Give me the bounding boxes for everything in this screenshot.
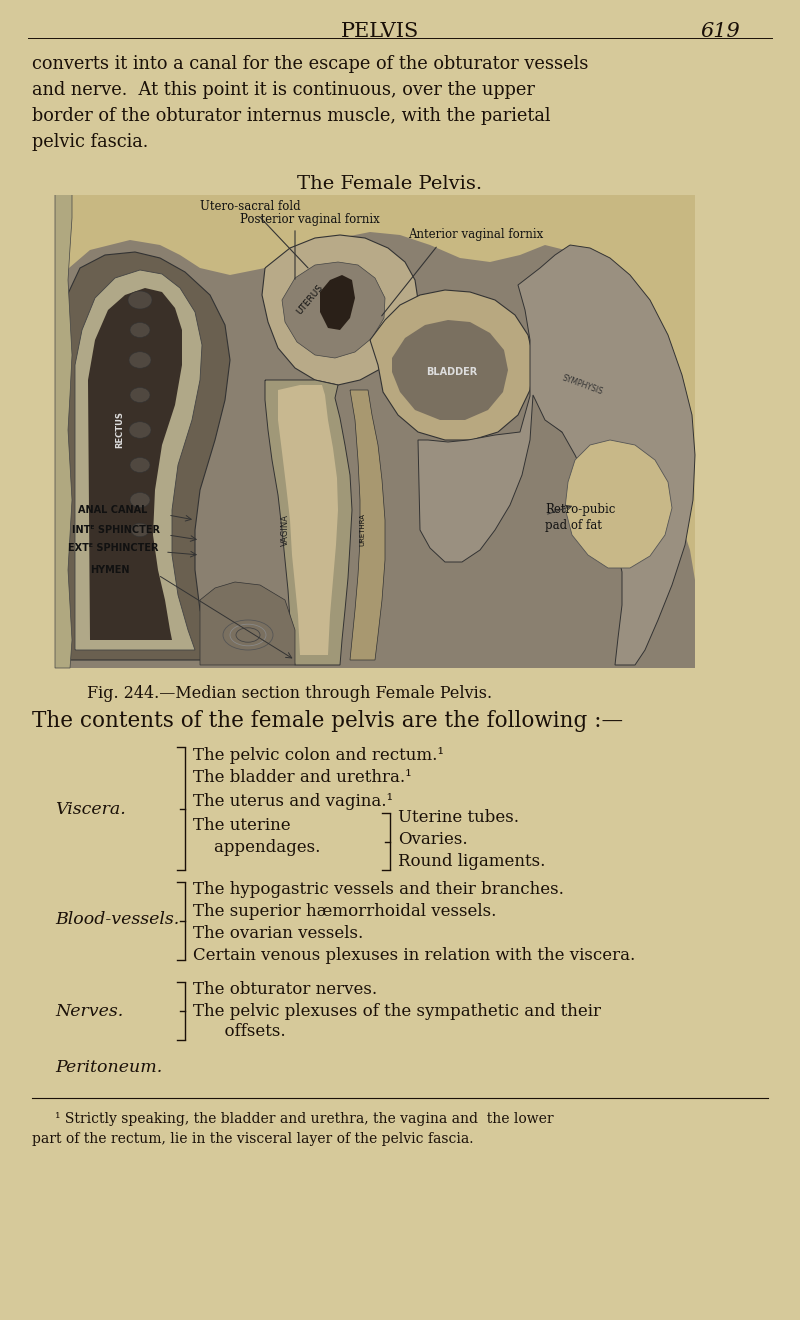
Ellipse shape bbox=[130, 458, 150, 473]
Text: ¹ Strictly speaking, the bladder and urethra, the vagina and  the lower: ¹ Strictly speaking, the bladder and ure… bbox=[55, 1111, 554, 1126]
Text: and nerve.  At this point it is continuous, over the upper: and nerve. At this point it is continuou… bbox=[32, 81, 535, 99]
Text: INTᴱ SPHINCTER: INTᴱ SPHINCTER bbox=[72, 525, 160, 535]
Text: The pelvic colon and rectum.¹: The pelvic colon and rectum.¹ bbox=[193, 747, 444, 763]
Text: pelvic fascia.: pelvic fascia. bbox=[32, 133, 148, 150]
Text: The hypogastric vessels and their branches.: The hypogastric vessels and their branch… bbox=[193, 882, 564, 899]
PathPatch shape bbox=[75, 271, 202, 649]
Text: 619: 619 bbox=[700, 22, 740, 41]
PathPatch shape bbox=[350, 389, 385, 660]
PathPatch shape bbox=[58, 252, 230, 660]
PathPatch shape bbox=[392, 319, 508, 420]
Text: RECTUS: RECTUS bbox=[115, 412, 125, 449]
Text: The bladder and urethra.¹: The bladder and urethra.¹ bbox=[193, 770, 412, 787]
Text: Round ligaments.: Round ligaments. bbox=[398, 854, 546, 870]
Text: Anterior vaginal fornix: Anterior vaginal fornix bbox=[408, 228, 543, 242]
Text: Fig. 244.—Median section through Female Pelvis.: Fig. 244.—Median section through Female … bbox=[87, 685, 493, 702]
Text: Retro-pubic: Retro-pubic bbox=[545, 503, 615, 516]
Text: SYMPHYSIS: SYMPHYSIS bbox=[560, 374, 604, 396]
PathPatch shape bbox=[320, 275, 355, 330]
PathPatch shape bbox=[55, 195, 72, 668]
Text: The Female Pelvis.: The Female Pelvis. bbox=[298, 176, 482, 193]
PathPatch shape bbox=[565, 440, 672, 568]
Text: The uterine: The uterine bbox=[193, 817, 290, 833]
Text: BLADDER: BLADDER bbox=[426, 367, 478, 378]
Ellipse shape bbox=[131, 523, 149, 537]
PathPatch shape bbox=[262, 235, 418, 385]
PathPatch shape bbox=[278, 385, 338, 655]
PathPatch shape bbox=[55, 232, 695, 668]
Ellipse shape bbox=[129, 351, 151, 368]
Text: Peritoneum.: Peritoneum. bbox=[55, 1060, 162, 1077]
Text: Posterior vaginal fornix: Posterior vaginal fornix bbox=[240, 213, 380, 226]
Text: part of the rectum, lie in the visceral layer of the pelvic fascia.: part of the rectum, lie in the visceral … bbox=[32, 1133, 474, 1146]
Text: UTERUS: UTERUS bbox=[295, 284, 325, 317]
Ellipse shape bbox=[130, 322, 150, 338]
Text: The pelvic plexuses of the sympathetic and their: The pelvic plexuses of the sympathetic a… bbox=[193, 1003, 601, 1020]
Text: The obturator nerves.: The obturator nerves. bbox=[193, 982, 377, 998]
Text: The superior hæmorrhoidal vessels.: The superior hæmorrhoidal vessels. bbox=[193, 903, 496, 920]
PathPatch shape bbox=[418, 246, 695, 665]
Text: border of the obturator internus muscle, with the parietal: border of the obturator internus muscle,… bbox=[32, 107, 550, 125]
Ellipse shape bbox=[130, 492, 150, 507]
Text: URETHRA: URETHRA bbox=[359, 513, 365, 546]
Text: HYMEN: HYMEN bbox=[90, 565, 130, 576]
Bar bbox=[55, 195, 695, 668]
PathPatch shape bbox=[548, 348, 612, 418]
Text: EXTᴱ SPHINCTER: EXTᴱ SPHINCTER bbox=[68, 543, 158, 553]
Text: Ovaries.: Ovaries. bbox=[398, 832, 468, 849]
Ellipse shape bbox=[128, 290, 152, 309]
Text: Nerves.: Nerves. bbox=[55, 1003, 123, 1020]
PathPatch shape bbox=[265, 380, 352, 665]
Text: ANAL CANAL: ANAL CANAL bbox=[78, 506, 147, 515]
Text: Blood-vessels.: Blood-vessels. bbox=[55, 912, 179, 928]
Text: VAGINA: VAGINA bbox=[281, 513, 290, 546]
Text: Utero-sacral fold: Utero-sacral fold bbox=[200, 201, 301, 213]
Text: offsets.: offsets. bbox=[193, 1023, 286, 1040]
PathPatch shape bbox=[88, 288, 182, 640]
PathPatch shape bbox=[282, 261, 385, 358]
Ellipse shape bbox=[129, 422, 151, 438]
Text: appendages.: appendages. bbox=[193, 840, 320, 857]
Ellipse shape bbox=[130, 388, 150, 403]
PathPatch shape bbox=[533, 330, 625, 432]
Text: The ovarian vessels.: The ovarian vessels. bbox=[193, 925, 363, 942]
Text: The uterus and vagina.¹: The uterus and vagina.¹ bbox=[193, 792, 393, 809]
PathPatch shape bbox=[200, 582, 295, 665]
Text: Viscera.: Viscera. bbox=[55, 801, 126, 818]
Text: pad of fat: pad of fat bbox=[545, 519, 602, 532]
Text: The contents of the female pelvis are the following :—: The contents of the female pelvis are th… bbox=[32, 710, 623, 733]
PathPatch shape bbox=[370, 290, 534, 440]
Text: converts it into a canal for the escape of the obturator vessels: converts it into a canal for the escape … bbox=[32, 55, 588, 73]
Text: Certain venous plexuses in relation with the viscera.: Certain venous plexuses in relation with… bbox=[193, 948, 635, 965]
Text: Uterine tubes.: Uterine tubes. bbox=[398, 809, 519, 826]
Text: PELVIS: PELVIS bbox=[341, 22, 419, 41]
